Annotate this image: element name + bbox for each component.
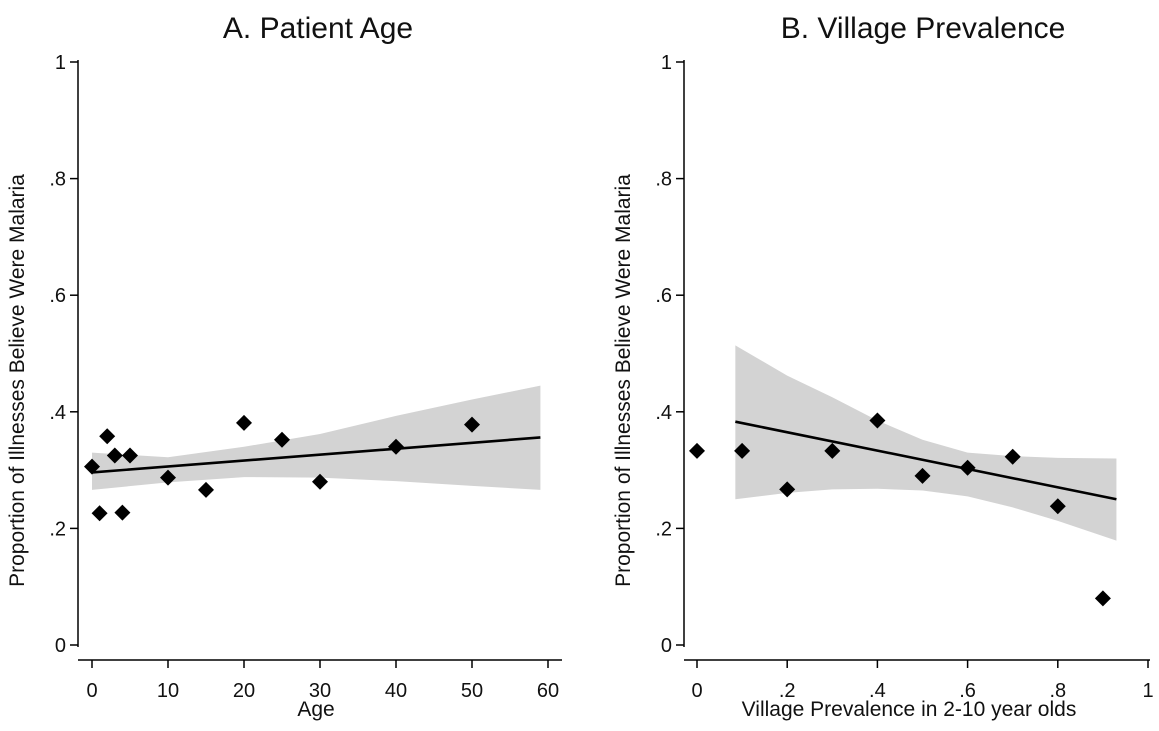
y-tick-label: .2 xyxy=(49,518,66,540)
x-tick-label: 50 xyxy=(461,680,483,702)
y-tick-label: 0 xyxy=(55,635,66,657)
data-point xyxy=(160,469,176,486)
data-point xyxy=(1004,448,1021,465)
y-tick-label: .4 xyxy=(655,402,672,424)
data-point xyxy=(106,447,123,464)
y-axis-label: Proportion of Illnesses Believe Were Mal… xyxy=(612,174,635,587)
x-tick-label: .8 xyxy=(1049,680,1066,702)
data-point xyxy=(779,481,796,498)
x-axis-label: Village Prevalence in 2-10 year olds xyxy=(742,698,1077,721)
y-tick-label: .8 xyxy=(655,169,672,191)
x-tick-label: 10 xyxy=(157,680,179,702)
y-tick-label: .2 xyxy=(655,518,672,540)
x-tick-label: 0 xyxy=(86,680,97,702)
data-point xyxy=(99,428,116,445)
chart-title: B. Village Prevalence xyxy=(781,12,1066,45)
x-axis-label: Age xyxy=(297,698,334,721)
data-point xyxy=(869,412,886,429)
data-point xyxy=(274,431,290,448)
y-axis-label: Proportion of Illnesses Believe Were Mal… xyxy=(6,174,29,587)
y-tick-label: 1 xyxy=(55,52,66,74)
y-tick-label: 1 xyxy=(661,52,672,74)
x-tick-label: 0 xyxy=(691,680,702,702)
panel-b: B. Village Prevalence 0 .2 .4 .6 .8 1 0 .2 .4 .6 .8… xyxy=(612,12,1154,721)
y-tick-label: .8 xyxy=(49,169,66,191)
x-tick-label: 40 xyxy=(385,680,407,702)
data-point xyxy=(84,458,100,475)
x-tick-label: 30 xyxy=(309,680,331,702)
y-tick-label: .6 xyxy=(49,285,66,307)
data-point xyxy=(198,481,214,498)
y-tick-label: 0 xyxy=(661,635,672,657)
confidence-band xyxy=(735,345,1117,541)
data-point xyxy=(1049,498,1066,515)
chart-title: A. Patient Age xyxy=(223,12,413,45)
x-tick-label: .4 xyxy=(869,680,886,702)
fit-line xyxy=(91,436,541,474)
data-point xyxy=(312,473,328,490)
data-point xyxy=(236,414,252,431)
data-point xyxy=(689,442,705,459)
data-point xyxy=(122,447,138,464)
confidence-band xyxy=(92,385,541,490)
x-tick-label: 1 xyxy=(1142,680,1153,702)
data-point xyxy=(388,438,404,455)
y-tick-label: .4 xyxy=(49,402,66,424)
data-point xyxy=(734,442,751,459)
x-tick-label: 60 xyxy=(537,680,559,702)
data-point xyxy=(824,442,841,459)
data-point xyxy=(91,505,108,522)
fit-line xyxy=(735,420,1117,501)
data-point xyxy=(1094,590,1111,607)
y-tick-label: .6 xyxy=(655,285,672,307)
x-tick-label: .2 xyxy=(779,680,796,702)
x-tick-label: .6 xyxy=(959,680,976,702)
data-point xyxy=(959,459,976,476)
x-tick-label: 20 xyxy=(233,680,255,702)
data-point xyxy=(914,467,931,484)
data-point xyxy=(464,416,480,433)
data-point xyxy=(114,504,131,521)
